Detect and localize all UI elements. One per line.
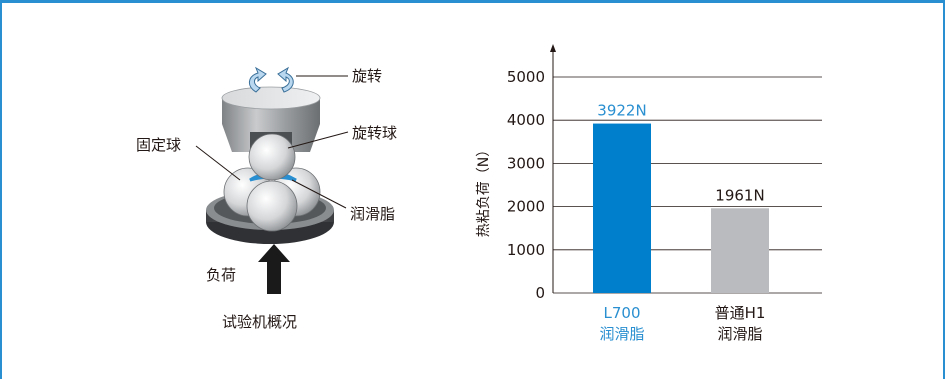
label-rotation: 旋转 (352, 67, 382, 85)
leader-lines (195, 75, 349, 209)
label-fixed-ball: 固定球 (136, 136, 181, 154)
y-axis-arrow-icon (550, 44, 556, 52)
y-tick-label: 5000 (507, 68, 545, 86)
y-tick-label: 2000 (507, 198, 545, 216)
bar (593, 123, 651, 293)
chart-ticks: 0 1000 2000 3000 4000 5000 (507, 68, 545, 302)
rotating-ball (248, 133, 296, 181)
bar-value-label: 1961N (715, 186, 764, 204)
diagram-caption: 试验机概况 (222, 313, 297, 331)
x-category-label: 润滑脂 (717, 325, 762, 343)
rotation-arrows-icon (249, 66, 294, 93)
chart-bars (593, 123, 769, 293)
chart-labels: 3922N L700 润滑脂 1961N 普通H1 润滑脂 (597, 102, 765, 343)
label-rotating-ball: 旋转球 (352, 124, 397, 142)
bar (711, 208, 769, 293)
fixed-balls (223, 167, 321, 232)
chart-axis (550, 44, 556, 293)
y-tick-label: 0 (535, 284, 545, 302)
x-category-label: 润滑脂 (599, 325, 644, 343)
bar-value-label: 3922N (597, 102, 646, 120)
y-axis-label: 热粘负荷（N） (476, 143, 492, 237)
y-tick-label: 3000 (507, 154, 545, 172)
load-arrow-icon (258, 244, 290, 294)
y-tick-label: 1000 (507, 241, 545, 259)
x-category-label: L700 (604, 304, 641, 322)
label-grease: 润滑脂 (350, 205, 395, 223)
y-tick-label: 4000 (507, 111, 545, 129)
x-category-label: 普通H1 (715, 304, 766, 322)
label-load: 负荷 (206, 266, 236, 284)
